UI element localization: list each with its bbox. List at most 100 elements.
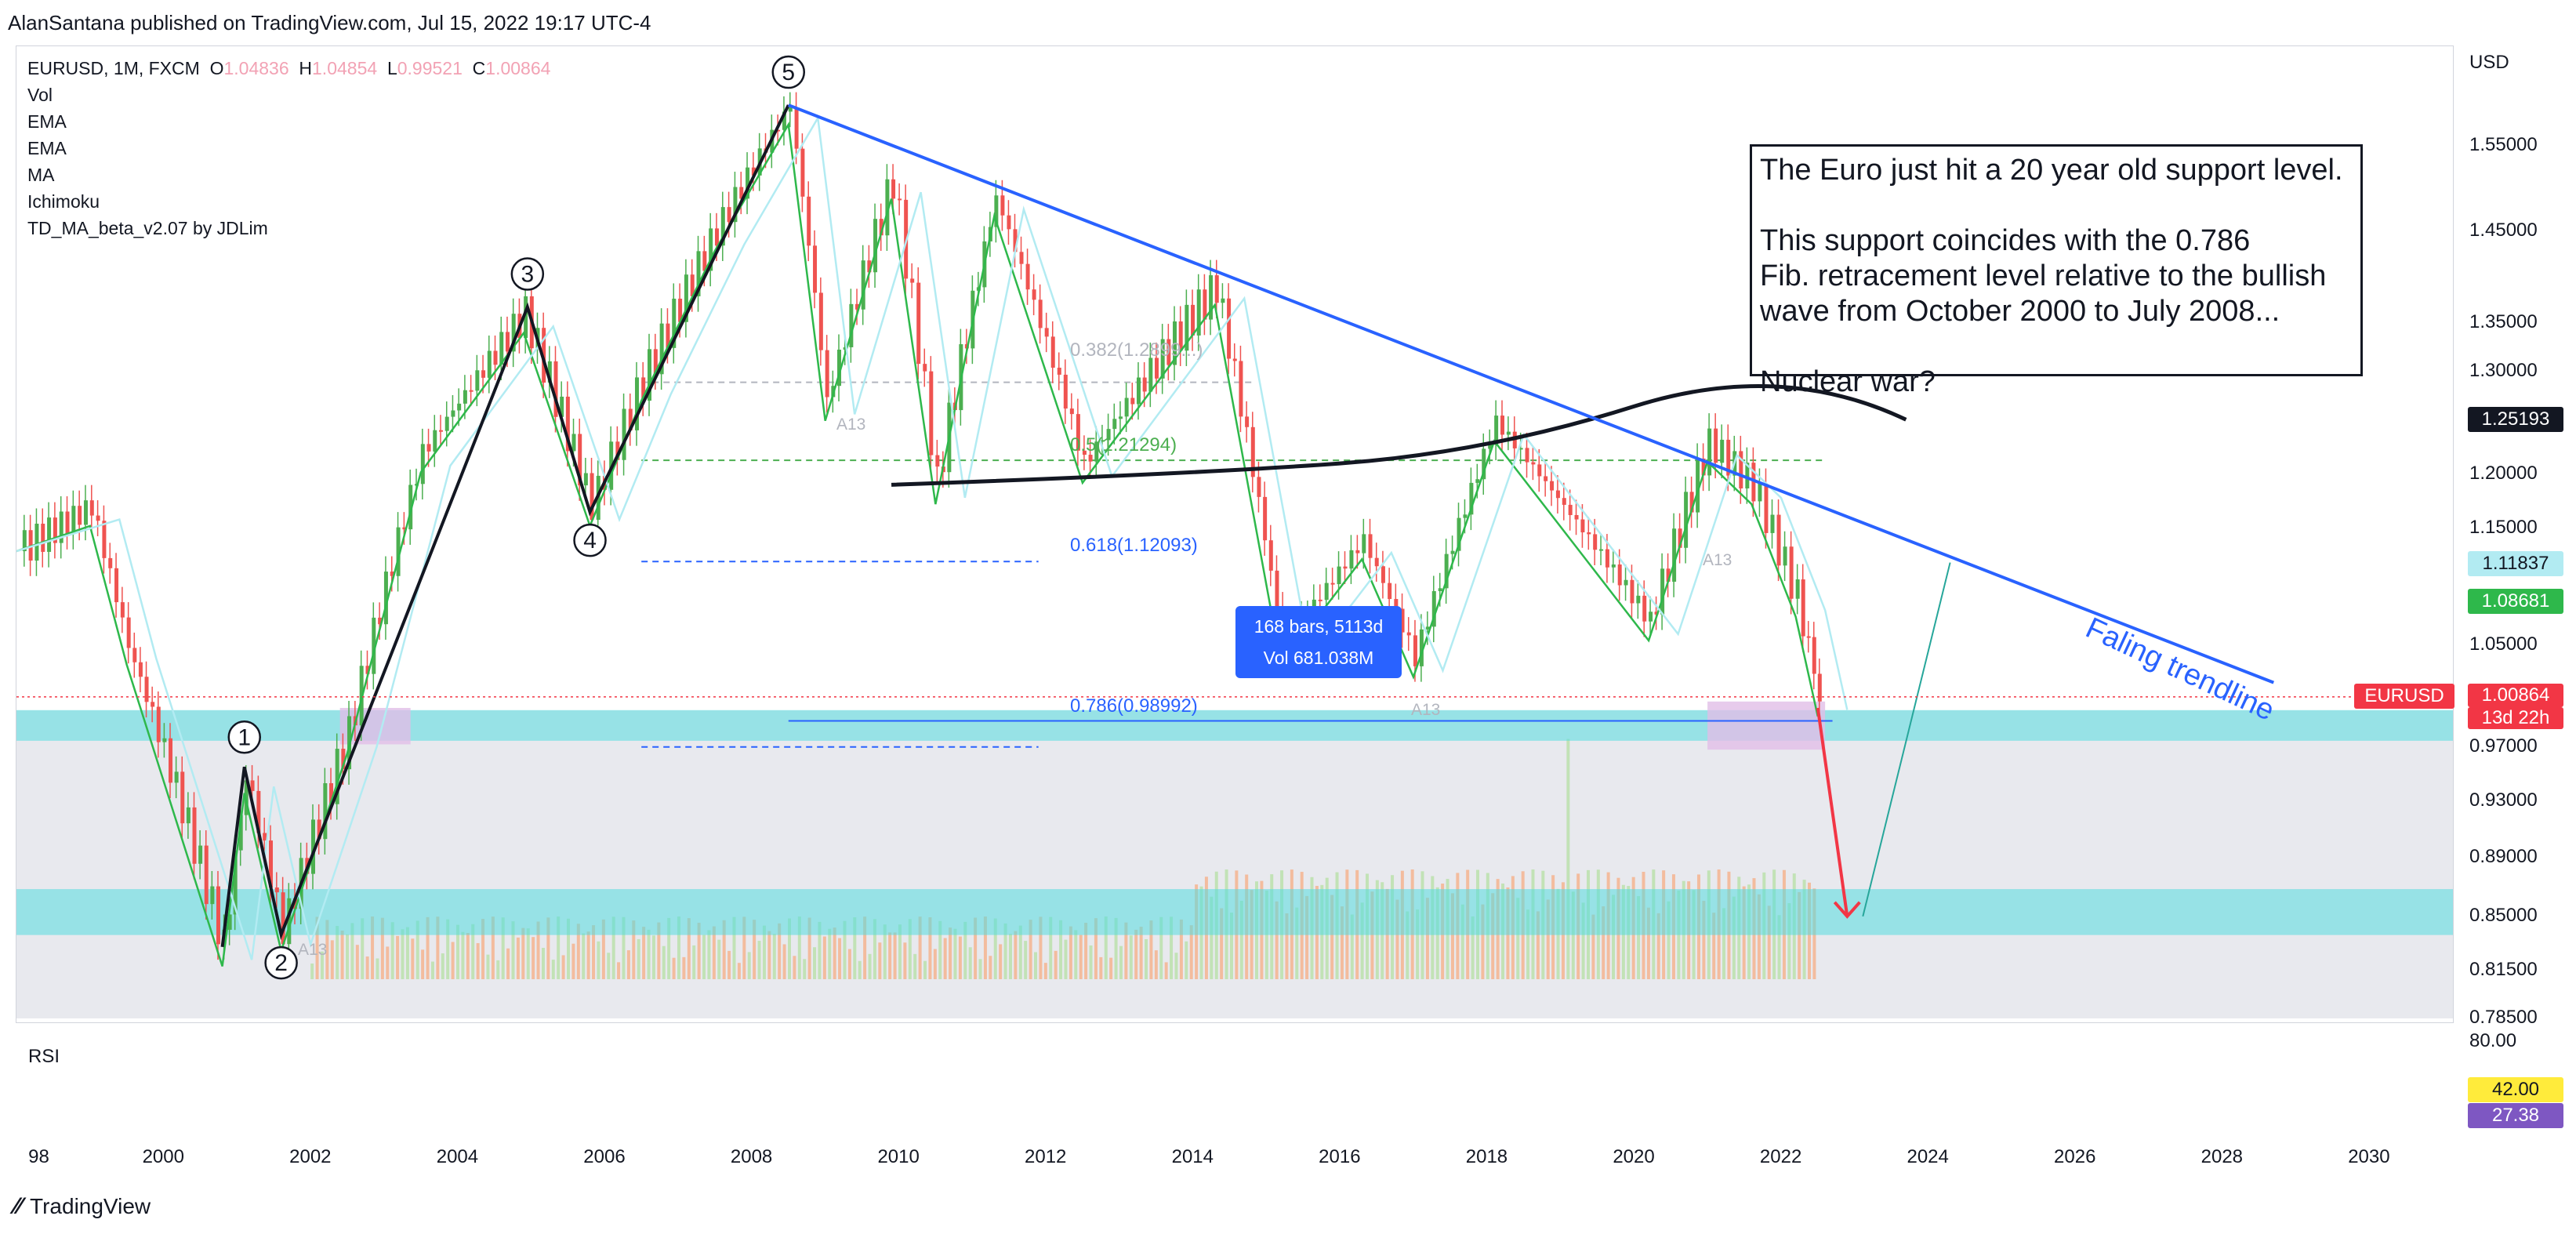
candle-body bbox=[1112, 419, 1117, 430]
candle-body bbox=[463, 390, 467, 404]
volume-bar bbox=[938, 920, 942, 979]
candle-body bbox=[1463, 514, 1468, 518]
volume-bar bbox=[1119, 945, 1123, 979]
volume-bar bbox=[657, 922, 661, 979]
time-tick: 2030 bbox=[2348, 1146, 2390, 1167]
indicator-ma[interactable]: MA bbox=[27, 165, 55, 185]
volume-bar bbox=[813, 947, 817, 979]
candle-body bbox=[1795, 579, 1800, 599]
volume-bar bbox=[1034, 952, 1038, 979]
volume-bar bbox=[878, 942, 882, 979]
volume-bar bbox=[355, 945, 359, 979]
fib-05-label: 0.5(1.21294) bbox=[1070, 434, 1177, 455]
volume-bar bbox=[496, 960, 500, 979]
candle-body bbox=[1714, 428, 1718, 463]
o-label: O bbox=[209, 58, 224, 78]
volume-bar bbox=[586, 931, 590, 979]
tooltip-vol: Vol 681.038M bbox=[1263, 648, 1374, 668]
indicator-ema-2[interactable]: EMA bbox=[27, 138, 67, 158]
volume-bar bbox=[1566, 739, 1570, 979]
candle-body bbox=[782, 111, 786, 130]
volume-bar bbox=[697, 923, 701, 979]
volume-bar bbox=[601, 919, 605, 979]
symbol-label[interactable]: EURUSD, 1M, FXCM bbox=[27, 58, 200, 78]
volume-bar bbox=[868, 953, 872, 979]
candle-body bbox=[383, 572, 388, 625]
candle-body bbox=[238, 815, 243, 851]
indicator-ichimoku[interactable]: Ichimoku bbox=[27, 191, 100, 212]
candle-body bbox=[861, 260, 865, 310]
price-tick: 0.81500 bbox=[2469, 958, 2538, 980]
candle-body bbox=[751, 167, 756, 176]
volume-bar bbox=[1054, 950, 1058, 979]
wave-5-label: 5 bbox=[782, 60, 795, 85]
candle-body bbox=[622, 408, 626, 460]
volume-bar bbox=[1481, 904, 1485, 979]
candle-body bbox=[1394, 599, 1399, 609]
candle-body bbox=[1142, 377, 1147, 392]
indicator-ema-1[interactable]: EMA bbox=[27, 111, 67, 132]
candle-body bbox=[162, 738, 167, 742]
candle-body bbox=[102, 521, 107, 558]
candle-body bbox=[1069, 408, 1074, 415]
candle-body bbox=[493, 350, 498, 365]
candle-body bbox=[684, 274, 688, 322]
candle-body bbox=[1450, 550, 1455, 554]
candle-body bbox=[1368, 534, 1373, 558]
volume-bar bbox=[486, 954, 490, 979]
candle-body bbox=[1580, 519, 1585, 533]
annotation-line-2: This support coincides with the 0.786 bbox=[1760, 224, 2251, 257]
volume-bar bbox=[516, 937, 520, 979]
volume-bar bbox=[1602, 906, 1605, 979]
indicator-td-ma[interactable]: TD_MA_beta_v2.07 by JDLim bbox=[27, 218, 268, 238]
candle-body bbox=[341, 749, 346, 770]
fib-0786-label: 0.786(0.98992) bbox=[1070, 695, 1198, 717]
volume-bar bbox=[411, 938, 415, 979]
volume-bar bbox=[963, 921, 967, 979]
volume-bar bbox=[828, 928, 832, 979]
candle-body bbox=[1013, 229, 1018, 252]
candle-body bbox=[615, 441, 620, 460]
volume-bar bbox=[1014, 931, 1018, 979]
volume-bar bbox=[1074, 930, 1078, 979]
volume-bar bbox=[727, 950, 731, 979]
volume-bar bbox=[1425, 898, 1429, 979]
candle-body bbox=[138, 662, 143, 677]
main-chart-svg[interactable]: 1 2 3 4 5 bbox=[16, 46, 2453, 1022]
volume-bar bbox=[1089, 945, 1093, 979]
volume-bar bbox=[983, 916, 987, 979]
candle-body bbox=[1544, 476, 1548, 481]
publisher-header: AlanSantana published on TradingView.com… bbox=[8, 11, 651, 34]
annotation-box[interactable]: The Euro just hit a 20 year old support … bbox=[1750, 144, 2363, 398]
candle-body bbox=[390, 572, 394, 576]
footer-brand[interactable]: TradingView bbox=[30, 1194, 151, 1218]
volume-bar bbox=[1340, 906, 1344, 979]
candle-body bbox=[1617, 564, 1622, 586]
a13-marker-2002: A13 bbox=[298, 941, 328, 959]
falling-trendline bbox=[788, 103, 2275, 684]
candle-body bbox=[396, 527, 401, 576]
volume-bar bbox=[978, 959, 982, 979]
rsi-label[interactable]: RSI bbox=[28, 1046, 60, 1067]
volume-bar bbox=[753, 920, 756, 979]
last-price-tag: 1.00864 bbox=[2468, 684, 2563, 707]
volume-bar bbox=[1757, 894, 1761, 979]
chart-frame[interactable]: 1 2 3 4 5 bbox=[16, 45, 2454, 1023]
measure-tooltip[interactable]: 168 bars, 5113d Vol 681.038M bbox=[1235, 606, 1402, 678]
indicator-vol[interactable]: Vol bbox=[27, 85, 53, 105]
volume-bar bbox=[737, 963, 741, 979]
candle-body bbox=[935, 455, 940, 467]
volume-bar bbox=[626, 950, 630, 979]
volume-bar bbox=[1360, 902, 1364, 979]
candle-body bbox=[151, 702, 155, 707]
candle-body bbox=[372, 617, 376, 674]
candle-body bbox=[132, 648, 137, 662]
o-value: 1.04836 bbox=[223, 58, 289, 78]
volume-bar bbox=[446, 919, 450, 979]
candle-body bbox=[250, 780, 255, 791]
candle-body bbox=[1550, 481, 1555, 491]
time-tick: 2002 bbox=[289, 1146, 332, 1167]
candle-body bbox=[714, 228, 719, 246]
volume-bar bbox=[803, 959, 807, 979]
wave-3-circle bbox=[510, 257, 545, 291]
